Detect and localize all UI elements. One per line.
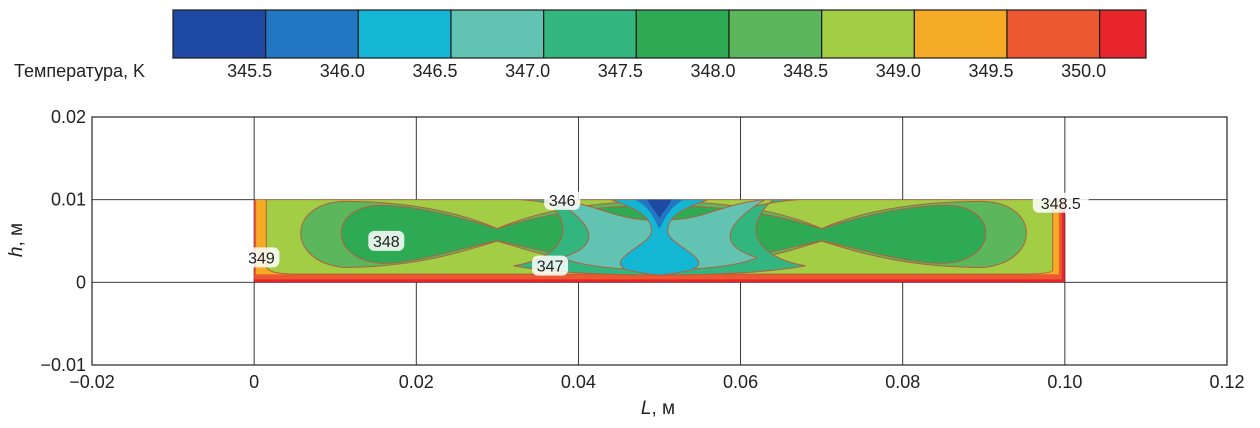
colorbar-tick-label: 349.0 bbox=[876, 61, 921, 81]
y-axis-symbol: h bbox=[6, 247, 27, 258]
colorbar-tick-label: 346.5 bbox=[412, 61, 457, 81]
x-tick-label: 0.08 bbox=[885, 372, 920, 392]
contour-label-text: 348.5 bbox=[1041, 196, 1081, 213]
colorbar-ticks: 345.5 346.0 346.5 347.0 347.5 348.0 348.5 349.0… bbox=[227, 61, 1106, 81]
x-tick-labels: −0.02 0 0.02 0.04 0.06 0.08 0.10 0.12 bbox=[69, 372, 1244, 392]
colorbar-tick-label: 347.5 bbox=[598, 61, 643, 81]
colorbar-segment bbox=[450, 9, 545, 59]
x-axis-unit: , м bbox=[651, 398, 675, 419]
band-345 bbox=[647, 199, 672, 218]
colorbar-segment bbox=[543, 9, 637, 59]
contour-label-text: 346 bbox=[549, 193, 576, 210]
contour-label: 346 bbox=[544, 189, 581, 210]
contour-label-bg bbox=[532, 255, 569, 276]
contour-label: 349 bbox=[243, 247, 280, 268]
colorbar-tick-label: 345.5 bbox=[227, 61, 272, 81]
colorbar-segment bbox=[357, 9, 452, 59]
contour-label: 348.5 bbox=[1032, 192, 1089, 213]
x-axis-label: L, м bbox=[641, 398, 675, 419]
contour-label-text: 347 bbox=[537, 259, 564, 276]
contour-label-text: 348 bbox=[373, 234, 400, 251]
colorbar-label: Температура, K bbox=[14, 61, 145, 81]
colorbar-tick-label: 349.5 bbox=[968, 61, 1013, 81]
contour-label-text: 349 bbox=[248, 250, 275, 267]
y-tick-label: 0.01 bbox=[51, 190, 86, 210]
colorbar bbox=[172, 9, 1147, 59]
x-tick-label: 0.10 bbox=[1047, 372, 1082, 392]
colorbar-segment bbox=[1099, 9, 1147, 59]
colorbar-tick-label: 348.0 bbox=[690, 61, 735, 81]
y-axis-label: h, м bbox=[6, 223, 27, 257]
x-axis-symbol: L bbox=[641, 398, 652, 419]
contour-label-bg bbox=[368, 230, 405, 251]
y-tick-label: 0 bbox=[76, 272, 86, 292]
contour-label: 348 bbox=[368, 230, 405, 251]
colorbar-tick-label: 346.0 bbox=[320, 61, 365, 81]
contour-label: 347 bbox=[532, 255, 569, 276]
colorbar-tick-label: 348.5 bbox=[783, 61, 828, 81]
contour-labels: 346 348 349 347 348.5 bbox=[243, 189, 1089, 276]
colorbar-tick-label: 347.0 bbox=[505, 61, 550, 81]
x-tick-label: 0.06 bbox=[723, 372, 758, 392]
contour-label-bg bbox=[243, 247, 280, 268]
colorbar-segment bbox=[728, 9, 823, 59]
contour-label-bg bbox=[1032, 192, 1089, 213]
y-tick-label: 0.02 bbox=[51, 107, 86, 127]
colorbar-segment bbox=[913, 9, 1008, 59]
colorbar-segment bbox=[1006, 9, 1101, 59]
plot-frame bbox=[91, 116, 1228, 366]
colorbar-segment bbox=[172, 9, 267, 59]
y-tick-label: −0.01 bbox=[40, 355, 86, 375]
x-tick-label: 0.04 bbox=[561, 372, 596, 392]
contour-label-bg bbox=[544, 189, 581, 210]
y-tick-labels: −0.01 0 0.01 0.02 bbox=[40, 107, 86, 375]
band-346 bbox=[610, 199, 709, 276]
x-tick-label: 0.12 bbox=[1209, 372, 1244, 392]
x-tick-label: 0 bbox=[249, 372, 259, 392]
colorbar-segment bbox=[821, 9, 915, 59]
colorbar-tick-label: 350.0 bbox=[1061, 61, 1106, 81]
colorbar-segment bbox=[635, 9, 730, 59]
y-axis-unit: , м bbox=[6, 223, 27, 247]
x-tick-label: −0.02 bbox=[69, 372, 115, 392]
colorbar-segment bbox=[265, 9, 359, 59]
x-tick-label: 0.02 bbox=[399, 372, 434, 392]
